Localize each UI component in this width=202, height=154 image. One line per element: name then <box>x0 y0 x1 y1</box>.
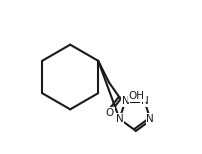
Text: OH: OH <box>129 91 145 101</box>
Text: N: N <box>116 114 123 124</box>
Text: N: N <box>121 96 129 106</box>
Text: N: N <box>141 96 148 106</box>
Text: N: N <box>146 114 154 124</box>
Text: O: O <box>105 108 114 118</box>
